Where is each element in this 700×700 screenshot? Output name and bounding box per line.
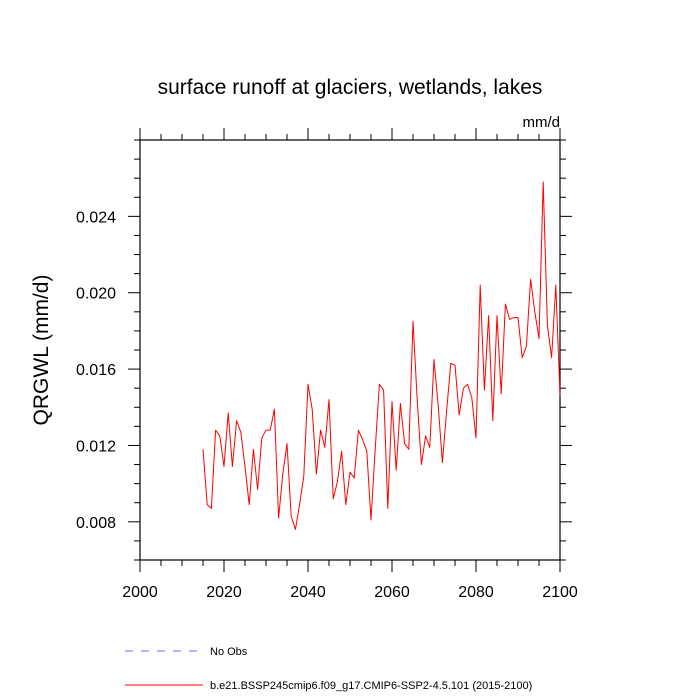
x-tick-labels: 2000 2020 2040 2060 2080 2100 <box>122 584 578 601</box>
y-tick-label: 0.024 <box>76 209 116 226</box>
major-ticks <box>128 128 572 572</box>
y-tick-label: 0.008 <box>76 515 116 532</box>
y-tick-label: 0.012 <box>76 438 116 455</box>
y-tick-label: 0.016 <box>76 362 116 379</box>
plot-frame <box>139 139 561 561</box>
x-tick-label: 2040 <box>290 584 326 601</box>
x-tick-label: 2080 <box>458 584 494 601</box>
x-tick-label: 2000 <box>122 584 158 601</box>
x-tick-label: 2060 <box>374 584 410 601</box>
x-tick-label: 2100 <box>542 584 578 601</box>
legend-label-no-obs: No Obs <box>210 646 248 658</box>
x-tick-label: 2020 <box>206 584 242 601</box>
series-line-ssp245 <box>202 181 561 530</box>
legend-label-ssp245: b.e21.BSSP245cmip6.f09_g17.CMIP6-SSP2-4.… <box>210 680 532 692</box>
units-label: mm/d <box>523 114 561 131</box>
chart-title: surface runoff at glaciers, wetlands, la… <box>158 76 543 99</box>
minor-ticks <box>134 134 566 566</box>
y-tick-labels: 0.008 0.012 0.016 0.020 0.024 <box>76 209 116 531</box>
y-axis-label: QRGWL (mm/d) <box>30 275 53 426</box>
legend: No Obs b.e21.BSSP245cmip6.f09_g17.CMIP6-… <box>125 646 532 692</box>
y-tick-label: 0.020 <box>76 286 116 303</box>
